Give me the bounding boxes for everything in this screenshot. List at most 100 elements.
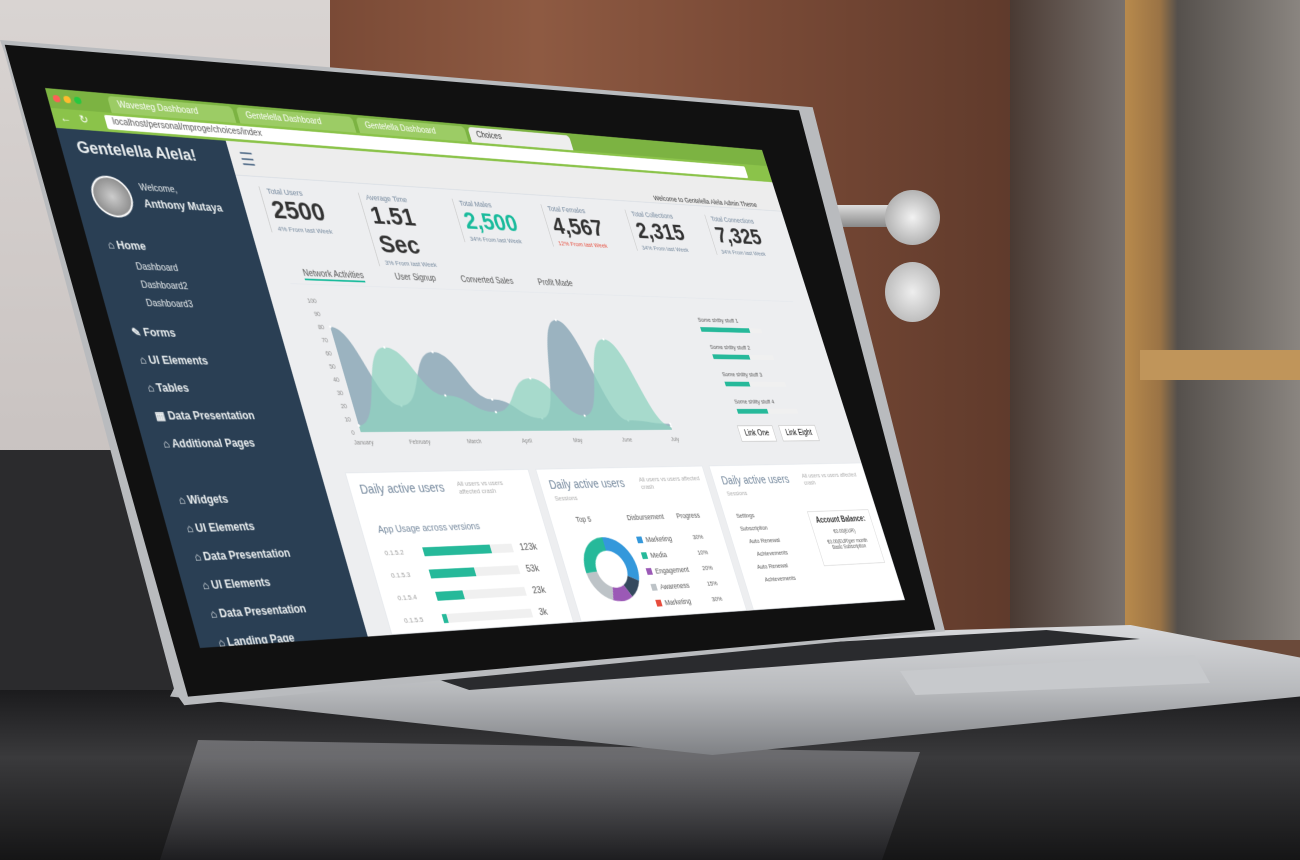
sidebar-item-data-presentation[interactable]: ▦ Data Presentation <box>153 409 257 423</box>
link-one-button[interactable]: Link One <box>736 425 778 442</box>
sidebar-subitem[interactable]: Dashboard <box>134 262 180 274</box>
column-header: Top 5 <box>574 514 593 524</box>
sidebar-item-label: Data Presentation <box>166 409 257 423</box>
legend-label: Marketing <box>663 596 693 607</box>
minimize-window-icon[interactable] <box>62 95 72 104</box>
progress-label: Some shitty stuff 4 <box>733 398 776 406</box>
donut-chart <box>575 536 644 602</box>
legend-percent: 20% <box>701 564 714 572</box>
account-balance-title: Account Balance: <box>814 514 867 526</box>
donut-slice <box>602 536 642 583</box>
donut-slice <box>586 570 617 602</box>
sidebar-item-label: Data Presentation <box>201 546 292 564</box>
version-label: 0.1.5.5 <box>403 615 425 625</box>
version-label: 0.1.5.2 <box>383 548 405 558</box>
panel-note: All users vs users affected crash <box>455 478 504 496</box>
sidebar-item-label: Forms <box>141 325 178 340</box>
x-tick-label: March <box>466 439 482 446</box>
link-eight-button[interactable]: Link Eight <box>778 424 820 442</box>
sidebar-item-ui-elements[interactable]: ⌂ UI Elements <box>137 353 210 368</box>
account-balance-box: Account Balance: €0.00(EUR) €0.00(EUR)pe… <box>806 509 886 567</box>
reload-icon[interactable]: ↻ <box>77 112 91 127</box>
sidebar-item-ui-elements-2[interactable]: ⌂ UI Elements <box>184 519 257 536</box>
sidebar-item-label: Additional Pages <box>169 436 257 451</box>
sidebar-item-home[interactable]: ⌂ Home <box>105 238 148 253</box>
y-tick-label: 30 <box>336 390 344 397</box>
menu-toggle-icon[interactable]: ☰ <box>237 150 258 171</box>
usage-value: 123k <box>518 541 539 553</box>
progress-bar <box>700 327 751 333</box>
maximize-window-icon[interactable] <box>73 96 83 105</box>
version-label: 0.1.5.4 <box>396 592 418 603</box>
usage-value: 53k <box>524 563 541 575</box>
stat-card: Total Connections 7,325 34% From last Week <box>704 214 791 259</box>
sidebar-item-widgets[interactable]: ⌂ Widgets <box>176 492 230 507</box>
sidebar-item-data-presentation-2[interactable]: ⌂ Data Presentation <box>192 546 292 564</box>
door-rose <box>885 190 940 245</box>
y-tick-label: 40 <box>332 377 340 384</box>
panel-note: All users vs users affected crash <box>800 471 858 487</box>
shelf-board <box>1140 350 1300 380</box>
settings-item[interactable]: Achievements <box>763 574 797 584</box>
sidebar-subitem[interactable]: Dashboard3 <box>145 298 195 311</box>
panel-title: Daily active users <box>719 472 791 487</box>
back-icon[interactable]: ← <box>58 111 73 125</box>
brand-logo[interactable]: Gentelella Alela! <box>74 138 199 165</box>
welcome-banner: Welcome to Gentelella Alela Admin Theme <box>652 194 758 209</box>
tab-network-activities[interactable]: Network Activities <box>301 268 366 283</box>
y-tick-label: 50 <box>329 364 337 371</box>
close-window-icon[interactable] <box>52 94 62 103</box>
column-header: Progress <box>675 511 701 521</box>
app-usage-panel: Daily active users All users vs users af… <box>344 468 575 635</box>
door-lock <box>885 262 940 322</box>
sidebar-item-label: UI Elements <box>147 353 210 368</box>
sidebar-subitem[interactable]: Dashboard2 <box>139 280 190 293</box>
sidebar-item-label: Tables <box>154 381 191 395</box>
tab-converted-sales[interactable]: Converted Sales <box>459 275 515 287</box>
sidebar-item-data-presentation-3[interactable]: ⌂ Data Presentation <box>208 602 308 621</box>
sidebar-item-ui-elements-3[interactable]: ⌂ UI Elements <box>200 575 272 593</box>
progress-label: Some shitty stuff 2 <box>708 343 752 352</box>
sidebar-item-label: Home <box>115 238 148 253</box>
door-frame <box>1010 0 1130 640</box>
legend-label: Marketing <box>644 534 674 544</box>
panel-title: Daily active users <box>357 480 447 497</box>
progress-bar <box>724 381 751 387</box>
laptop-reflection <box>160 740 920 860</box>
sidebar-item-forms[interactable]: ✎ Forms <box>130 325 178 340</box>
progress-label: Some shitty stuff 1 <box>696 316 740 325</box>
usage-bar <box>422 544 493 557</box>
legend-label: Media <box>649 550 668 560</box>
usage-value: 23k <box>531 584 547 597</box>
welcome-label: Welcome, <box>138 183 179 196</box>
settings-item[interactable]: Auto Renewal <box>748 536 781 545</box>
tab-profit-made[interactable]: Profit Made <box>536 278 575 289</box>
sidebar-item-tables[interactable]: ⌂ Tables <box>145 381 191 395</box>
legend-percent: 30% <box>710 595 724 604</box>
sidebar-item-label: UI Elements <box>209 575 272 592</box>
legend-swatch <box>655 599 663 607</box>
legend-percent: 10% <box>696 548 709 557</box>
account-balance-line: €0.00(EUR) <box>832 528 857 535</box>
tab-user-signup[interactable]: User Signup <box>393 272 438 284</box>
x-tick-label: April <box>521 438 533 445</box>
top5-legend <box>536 466 702 469</box>
stat-card: Total Males 2,500 34% From last Week <box>451 198 552 247</box>
settings-item[interactable]: Subscription <box>739 524 769 533</box>
data-point <box>328 325 332 329</box>
stat-value: 1.51 Sec <box>367 201 424 260</box>
area-series-2 <box>332 333 673 433</box>
sidebar-item-label: Data Presentation <box>217 602 308 621</box>
laptop-screen-dashboard: Wavesteg Dashboard Gentelella Dashboard … <box>45 88 906 648</box>
settings-item[interactable]: Achievements <box>755 548 789 558</box>
x-tick-label: June <box>621 437 633 443</box>
sidebar-item-additional-pages[interactable]: ⌂ Additional Pages <box>161 436 257 451</box>
settings-item[interactable]: Settings <box>735 511 756 520</box>
stat-card: Total Users 2500 4% From last Week <box>258 186 369 238</box>
panel-subtitle: Sessions <box>553 494 579 503</box>
settings-item[interactable]: Auto Renewal <box>755 561 789 571</box>
y-tick-label: 90 <box>313 311 321 318</box>
y-tick-label: 0 <box>351 430 356 437</box>
y-tick-label: 100 <box>307 298 318 305</box>
